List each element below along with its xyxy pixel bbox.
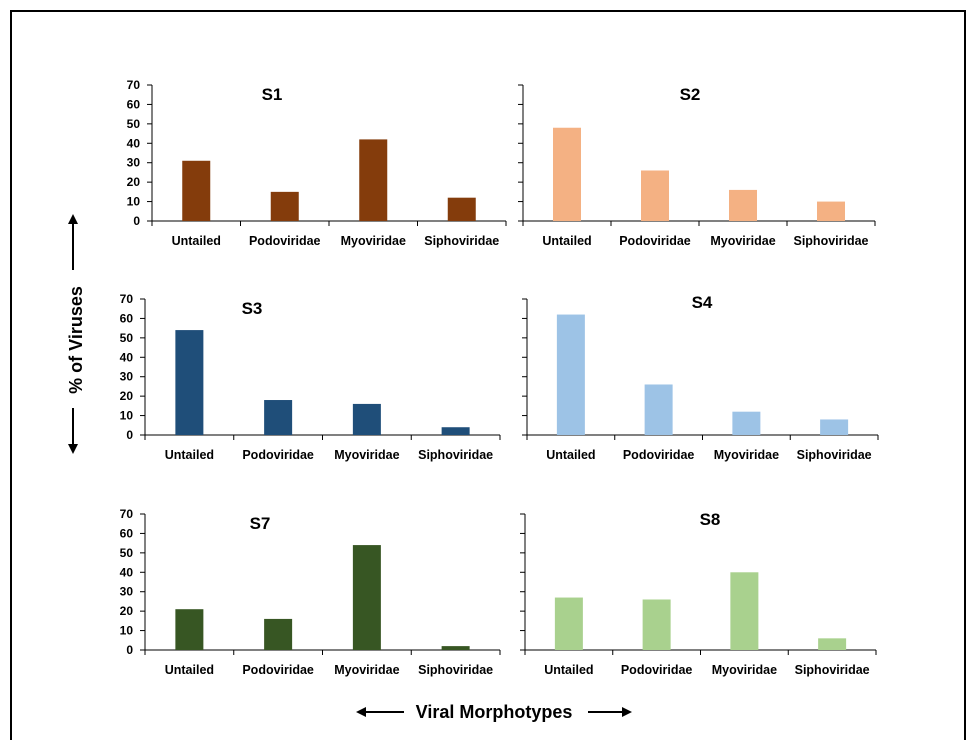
category-label: Siphoviridae [424, 234, 499, 248]
bar-untailed [182, 160, 211, 221]
bar-podoviridae [642, 599, 671, 650]
y-arrow-up-icon [68, 214, 78, 224]
category-label: Podoviridae [621, 663, 693, 677]
y-tick-label: 20 [120, 604, 134, 618]
category-label: Podoviridae [249, 234, 321, 248]
y-tick-label: 60 [127, 97, 141, 111]
category-label: Myoviridae [334, 448, 399, 462]
category-label: Myoviridae [334, 663, 399, 677]
y-tick-label: 70 [127, 78, 141, 92]
panel-s2: S2 Untailed Podoviridae Myoviridae Siphoviri… [518, 84, 876, 248]
category-label: Podoviridae [619, 234, 691, 248]
y-tick-label: 20 [127, 175, 141, 189]
panel-s3: S3 0 10 20 30 40 50 60 70 Untailed Podoviridae Myov… [120, 292, 501, 462]
category-label: Untailed [546, 448, 595, 462]
bar-siphoviridae [441, 646, 470, 650]
category-label: Untailed [165, 663, 214, 677]
bar-siphoviridae [818, 638, 847, 650]
category-label: Myoviridae [710, 234, 775, 248]
category-label: Myoviridae [712, 663, 777, 677]
category-label: Podoviridae [242, 663, 314, 677]
category-label: Siphoviridae [418, 663, 493, 677]
category-label: Podoviridae [242, 448, 314, 462]
y-axis-label: % of Viruses [66, 286, 86, 394]
bar-siphoviridae [441, 427, 470, 435]
panel-title: S8 [700, 510, 721, 529]
y-tick-label: 30 [120, 370, 134, 384]
y-tick-label: 30 [120, 585, 134, 599]
y-tick-label: 70 [120, 507, 134, 521]
bar-siphoviridae [820, 419, 849, 435]
y-tick-label: 40 [127, 136, 141, 150]
bar-myoviridae [352, 403, 381, 435]
y-tick-label: 50 [120, 546, 134, 560]
panels: S1 0 10 20 30 40 50 60 70 Untailed Podoviridae Myov… [120, 78, 879, 677]
panel-title: S2 [680, 85, 701, 104]
panel-s7: S7 0 10 20 30 40 50 60 70 Untailed Podoviridae Myov… [120, 507, 501, 677]
figure-border [10, 10, 966, 745]
panel-title: S7 [250, 514, 271, 533]
x-arrow-left-icon [356, 707, 366, 717]
y-tick-label: 10 [127, 195, 141, 209]
x-axis-label: Viral Morphotypes [416, 702, 573, 722]
x-arrow-right-icon [622, 707, 632, 717]
y-tick-label: 40 [120, 350, 134, 364]
category-label: Myoviridae [341, 234, 406, 248]
bar-untailed [553, 127, 581, 221]
bar-myoviridae [359, 139, 388, 221]
bar-podoviridae [644, 384, 673, 435]
bar-podoviridae [270, 191, 299, 221]
bar-podoviridae [264, 400, 293, 435]
panel-s1: S1 0 10 20 30 40 50 60 70 Untailed Podoviridae Myov… [127, 78, 507, 248]
y-tick-label: 0 [133, 214, 140, 228]
bar-myoviridae [352, 545, 381, 650]
bar-podoviridae [641, 170, 669, 221]
bar-myoviridae [729, 189, 757, 221]
bar-untailed [556, 314, 585, 435]
bar-myoviridae [730, 572, 759, 650]
y-tick-label: 20 [120, 389, 134, 403]
y-tick-label: 40 [120, 565, 134, 579]
y-tick-label: 10 [120, 409, 134, 423]
bar-myoviridae [732, 411, 761, 435]
y-axis-label-group: % of Viruses [66, 214, 86, 454]
y-tick-label: 10 [120, 624, 134, 638]
bar-podoviridae [264, 618, 293, 650]
category-label: Untailed [544, 663, 593, 677]
bar-siphoviridae [447, 197, 476, 221]
panel-s8: S8 Untailed Podoviridae Myoviridae Siphoviri… [520, 510, 877, 677]
panel-s4: S4 Untailed Podoviridae Myoviridae Siphoviri… [522, 293, 879, 462]
bar-untailed [554, 597, 583, 650]
x-axis-label-group: Viral Morphotypes [356, 702, 632, 722]
category-label: Siphoviridae [418, 448, 493, 462]
category-label: Siphoviridae [793, 234, 868, 248]
category-label: Myoviridae [714, 448, 779, 462]
category-label: Untailed [172, 234, 221, 248]
bar-untailed [175, 609, 204, 650]
category-label: Untailed [165, 448, 214, 462]
category-label: Siphoviridae [795, 663, 870, 677]
panel-title: S3 [242, 299, 263, 318]
y-tick-label: 0 [126, 428, 133, 442]
y-tick-label: 50 [127, 117, 141, 131]
y-tick-label: 0 [126, 643, 133, 657]
category-label: Podoviridae [623, 448, 695, 462]
category-label: Untailed [542, 234, 591, 248]
panel-title: S4 [692, 293, 713, 312]
y-tick-label: 60 [120, 311, 134, 325]
y-tick-label: 60 [120, 526, 134, 540]
panel-title: S1 [262, 85, 283, 104]
category-label: Siphoviridae [797, 448, 872, 462]
y-tick-label: 70 [120, 292, 134, 306]
bar-untailed [175, 330, 204, 435]
y-arrow-down-icon [68, 444, 78, 454]
bar-siphoviridae [817, 201, 845, 221]
y-tick-label: 50 [120, 331, 134, 345]
y-tick-label: 30 [127, 156, 141, 170]
